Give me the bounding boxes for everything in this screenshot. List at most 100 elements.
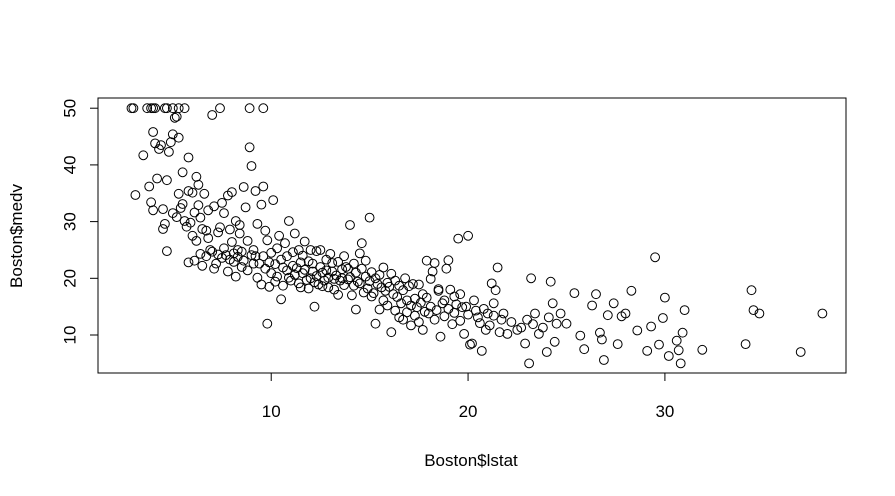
- data-point: [551, 318, 562, 329]
- data-point: [671, 335, 682, 346]
- data-point: [162, 246, 172, 257]
- data-point: [225, 224, 235, 235]
- data-point: [492, 262, 503, 273]
- data-point: [177, 167, 188, 178]
- data-point: [333, 289, 344, 300]
- data-point: [425, 274, 436, 284]
- data-point: [211, 258, 222, 269]
- data-point: [431, 305, 442, 316]
- data-point: [236, 246, 247, 257]
- data-point: [258, 181, 269, 192]
- data-point: [658, 313, 668, 323]
- data-point: [612, 339, 623, 350]
- data-point: [189, 255, 200, 266]
- data-point: [632, 325, 643, 336]
- data-point: [364, 212, 375, 223]
- data-point: [183, 152, 194, 163]
- data-point: [295, 282, 306, 293]
- data-point: [177, 199, 188, 209]
- data-point: [321, 265, 332, 276]
- data-point: [217, 198, 227, 208]
- data-point: [608, 298, 619, 309]
- data-point: [498, 308, 509, 319]
- data-point: [234, 228, 245, 239]
- data-point: [179, 103, 190, 114]
- data-point: [626, 285, 637, 296]
- data-point: [575, 330, 586, 341]
- x-tick-label: 20: [459, 402, 478, 421]
- data-point: [368, 288, 379, 299]
- data-point: [429, 258, 440, 268]
- data-point: [238, 182, 249, 192]
- data-point: [288, 247, 298, 258]
- data-point: [414, 279, 424, 290]
- data-point: [597, 334, 607, 345]
- data-point: [252, 272, 263, 283]
- data-point: [193, 200, 204, 211]
- x-tick-label: 30: [655, 402, 674, 421]
- data-point: [469, 295, 479, 306]
- data-point: [167, 103, 178, 114]
- data-point: [262, 235, 273, 246]
- data-point: [207, 110, 218, 120]
- data-point: [260, 263, 271, 274]
- data-point: [579, 344, 590, 355]
- data-point: [148, 205, 159, 216]
- data-point: [461, 301, 472, 312]
- data-point: [295, 257, 306, 268]
- data-point: [219, 208, 229, 219]
- data-point: [264, 281, 275, 292]
- data-point: [471, 305, 481, 316]
- data-point: [323, 282, 334, 293]
- data-point: [561, 318, 572, 329]
- data-point: [528, 319, 538, 330]
- data-point: [315, 262, 326, 272]
- data-point: [146, 197, 157, 208]
- data-point: [349, 258, 359, 269]
- data-point: [396, 298, 407, 309]
- data-point: [284, 272, 294, 283]
- y-axis: 10 20 30 40 50: [61, 99, 99, 344]
- data-point: [370, 318, 381, 329]
- data-point: [496, 314, 507, 325]
- data-point: [522, 314, 532, 325]
- data-point: [378, 262, 389, 273]
- data-point: [201, 251, 212, 262]
- data-point: [538, 322, 548, 333]
- data-point: [476, 346, 487, 356]
- data-point: [272, 271, 283, 282]
- data-point: [272, 243, 283, 254]
- data-point: [506, 317, 517, 327]
- data-point: [274, 230, 285, 241]
- data-point: [356, 263, 367, 274]
- data-point: [386, 327, 397, 338]
- data-point: [238, 255, 249, 266]
- data-point: [191, 236, 202, 246]
- data-point: [244, 142, 255, 153]
- data-point: [197, 260, 208, 271]
- data-point: [595, 327, 605, 338]
- data-point: [524, 358, 534, 369]
- data-point: [541, 347, 552, 357]
- data-point: [654, 339, 664, 350]
- data-point: [242, 236, 253, 246]
- data-point: [494, 327, 505, 338]
- data-point: [354, 278, 365, 289]
- data-point: [289, 270, 300, 280]
- data-point: [138, 150, 149, 161]
- data-point: [486, 278, 497, 289]
- data-point: [173, 188, 184, 199]
- data-point: [429, 314, 440, 325]
- data-point: [754, 308, 765, 319]
- data-point: [437, 298, 448, 309]
- data-point: [266, 268, 277, 279]
- data-point: [299, 236, 310, 247]
- data-point: [441, 263, 452, 274]
- data-point: [156, 140, 166, 151]
- data-point: [230, 271, 241, 282]
- data-point: [297, 250, 308, 261]
- data-point: [284, 216, 294, 226]
- data-point: [530, 308, 540, 319]
- data-point: [549, 336, 560, 347]
- data-point: [746, 285, 757, 296]
